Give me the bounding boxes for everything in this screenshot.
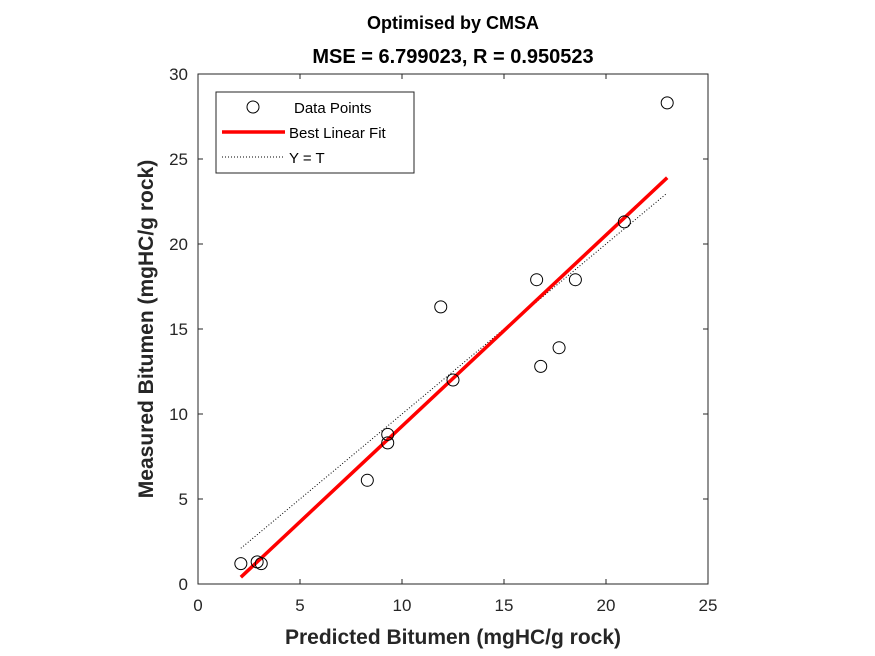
y-tick-label-6: 30 — [169, 65, 188, 84]
identity-line — [240, 192, 668, 549]
data-point-7 — [446, 373, 460, 387]
data-point-4 — [381, 427, 395, 441]
data-point-5 — [381, 436, 395, 450]
y-tick-label-3: 15 — [169, 320, 188, 339]
y-axis-label: Measured Bitumen (mgHC/g rock) — [135, 160, 158, 498]
data-point-6 — [434, 300, 448, 314]
y-tick-label-2: 10 — [169, 405, 188, 424]
data-point-12 — [617, 215, 631, 229]
y-tick-label-4: 20 — [169, 235, 188, 254]
x-tick-label-0: 0 — [193, 596, 202, 615]
y-tick-label-1: 5 — [179, 490, 188, 509]
x-axis-label: Predicted Bitumen (mgHC/g rock) — [285, 626, 621, 649]
data-point-2 — [254, 557, 268, 571]
legend-marker-data-points — [246, 100, 260, 114]
y-tick-label-0: 0 — [179, 575, 188, 594]
data-point-0 — [234, 557, 248, 571]
legend-label-data-points: Data Points — [294, 100, 372, 117]
chart-subtitle: MSE = 6.799023, R = 0.950523 — [312, 46, 593, 68]
x-tick-label-3: 15 — [495, 596, 514, 615]
chart-title: Optimised by CMSA — [367, 13, 539, 33]
legend-label-best-fit: Best Linear Fit — [289, 125, 387, 142]
y-tick-label-5: 25 — [169, 150, 188, 169]
data-point-8 — [530, 273, 544, 287]
data-point-10 — [552, 341, 566, 355]
data-point-13 — [660, 96, 674, 110]
legend-label-y-equals-t: Y = T — [289, 150, 325, 167]
x-tick-label-1: 5 — [295, 596, 304, 615]
x-tick-label-4: 20 — [597, 596, 616, 615]
data-point-11 — [568, 273, 582, 287]
data-point-9 — [534, 359, 548, 373]
legend: Data Points Best Linear Fit Y = T — [215, 91, 415, 174]
series-layer — [234, 96, 674, 579]
data-point-3 — [360, 473, 374, 487]
ticks-layer: 0 5 10 15 20 25 0 5 10 15 20 25 30 — [169, 65, 717, 615]
best-fit-line — [239, 176, 669, 579]
x-tick-label-2: 10 — [393, 596, 412, 615]
x-tick-label-5: 25 — [699, 596, 718, 615]
